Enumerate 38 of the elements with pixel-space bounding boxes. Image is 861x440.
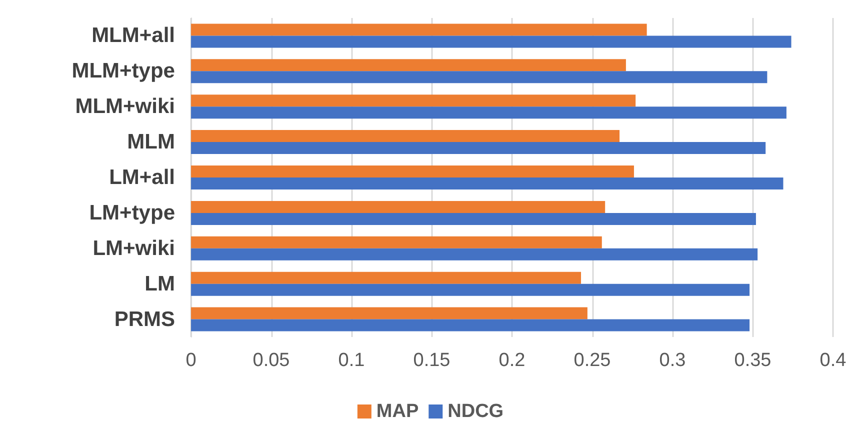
y-tick-label: MLM+wiki bbox=[75, 95, 175, 118]
y-tick-label: LM bbox=[144, 272, 175, 296]
bar bbox=[191, 272, 582, 284]
bar bbox=[191, 94, 636, 107]
x-tick-label: 0 bbox=[186, 350, 196, 371]
x-tick-label: 0.3 bbox=[659, 350, 686, 371]
y-tick-label: LM+type bbox=[89, 201, 175, 224]
legend-label: NDCG bbox=[448, 401, 504, 422]
y-tick-label: PRMS bbox=[114, 308, 175, 331]
x-tick-label: 0.1 bbox=[338, 350, 365, 371]
bar bbox=[191, 236, 602, 248]
bar bbox=[191, 142, 766, 154]
bar bbox=[191, 319, 750, 332]
x-tick-label: 0.25 bbox=[574, 350, 611, 371]
x-tick-label: 0.05 bbox=[252, 350, 290, 371]
y-tick-label: LM+all bbox=[109, 166, 175, 189]
x-tick-label: 0.15 bbox=[413, 350, 450, 371]
bar bbox=[191, 212, 756, 225]
x-tick-label: 0.2 bbox=[498, 350, 526, 371]
bar bbox=[191, 178, 784, 190]
y-tick-label: LM+wiki bbox=[92, 236, 175, 260]
bar bbox=[191, 24, 647, 36]
bar bbox=[191, 130, 620, 142]
legend-label: MAP bbox=[376, 401, 419, 422]
y-tick-label: MLM+type bbox=[72, 60, 175, 83]
x-tick-label: 0.4 bbox=[820, 350, 847, 371]
bar bbox=[191, 36, 792, 48]
bar bbox=[191, 166, 634, 178]
bar bbox=[191, 248, 758, 260]
y-tick-label: MLM+all bbox=[92, 24, 175, 48]
bar bbox=[191, 200, 606, 213]
bar bbox=[191, 59, 626, 72]
bar bbox=[191, 284, 750, 296]
bar bbox=[191, 106, 786, 119]
x-tick-label: 0.35 bbox=[734, 350, 772, 371]
y-tick-label: MLM bbox=[127, 130, 175, 154]
bar bbox=[191, 307, 588, 320]
bar bbox=[191, 71, 768, 84]
